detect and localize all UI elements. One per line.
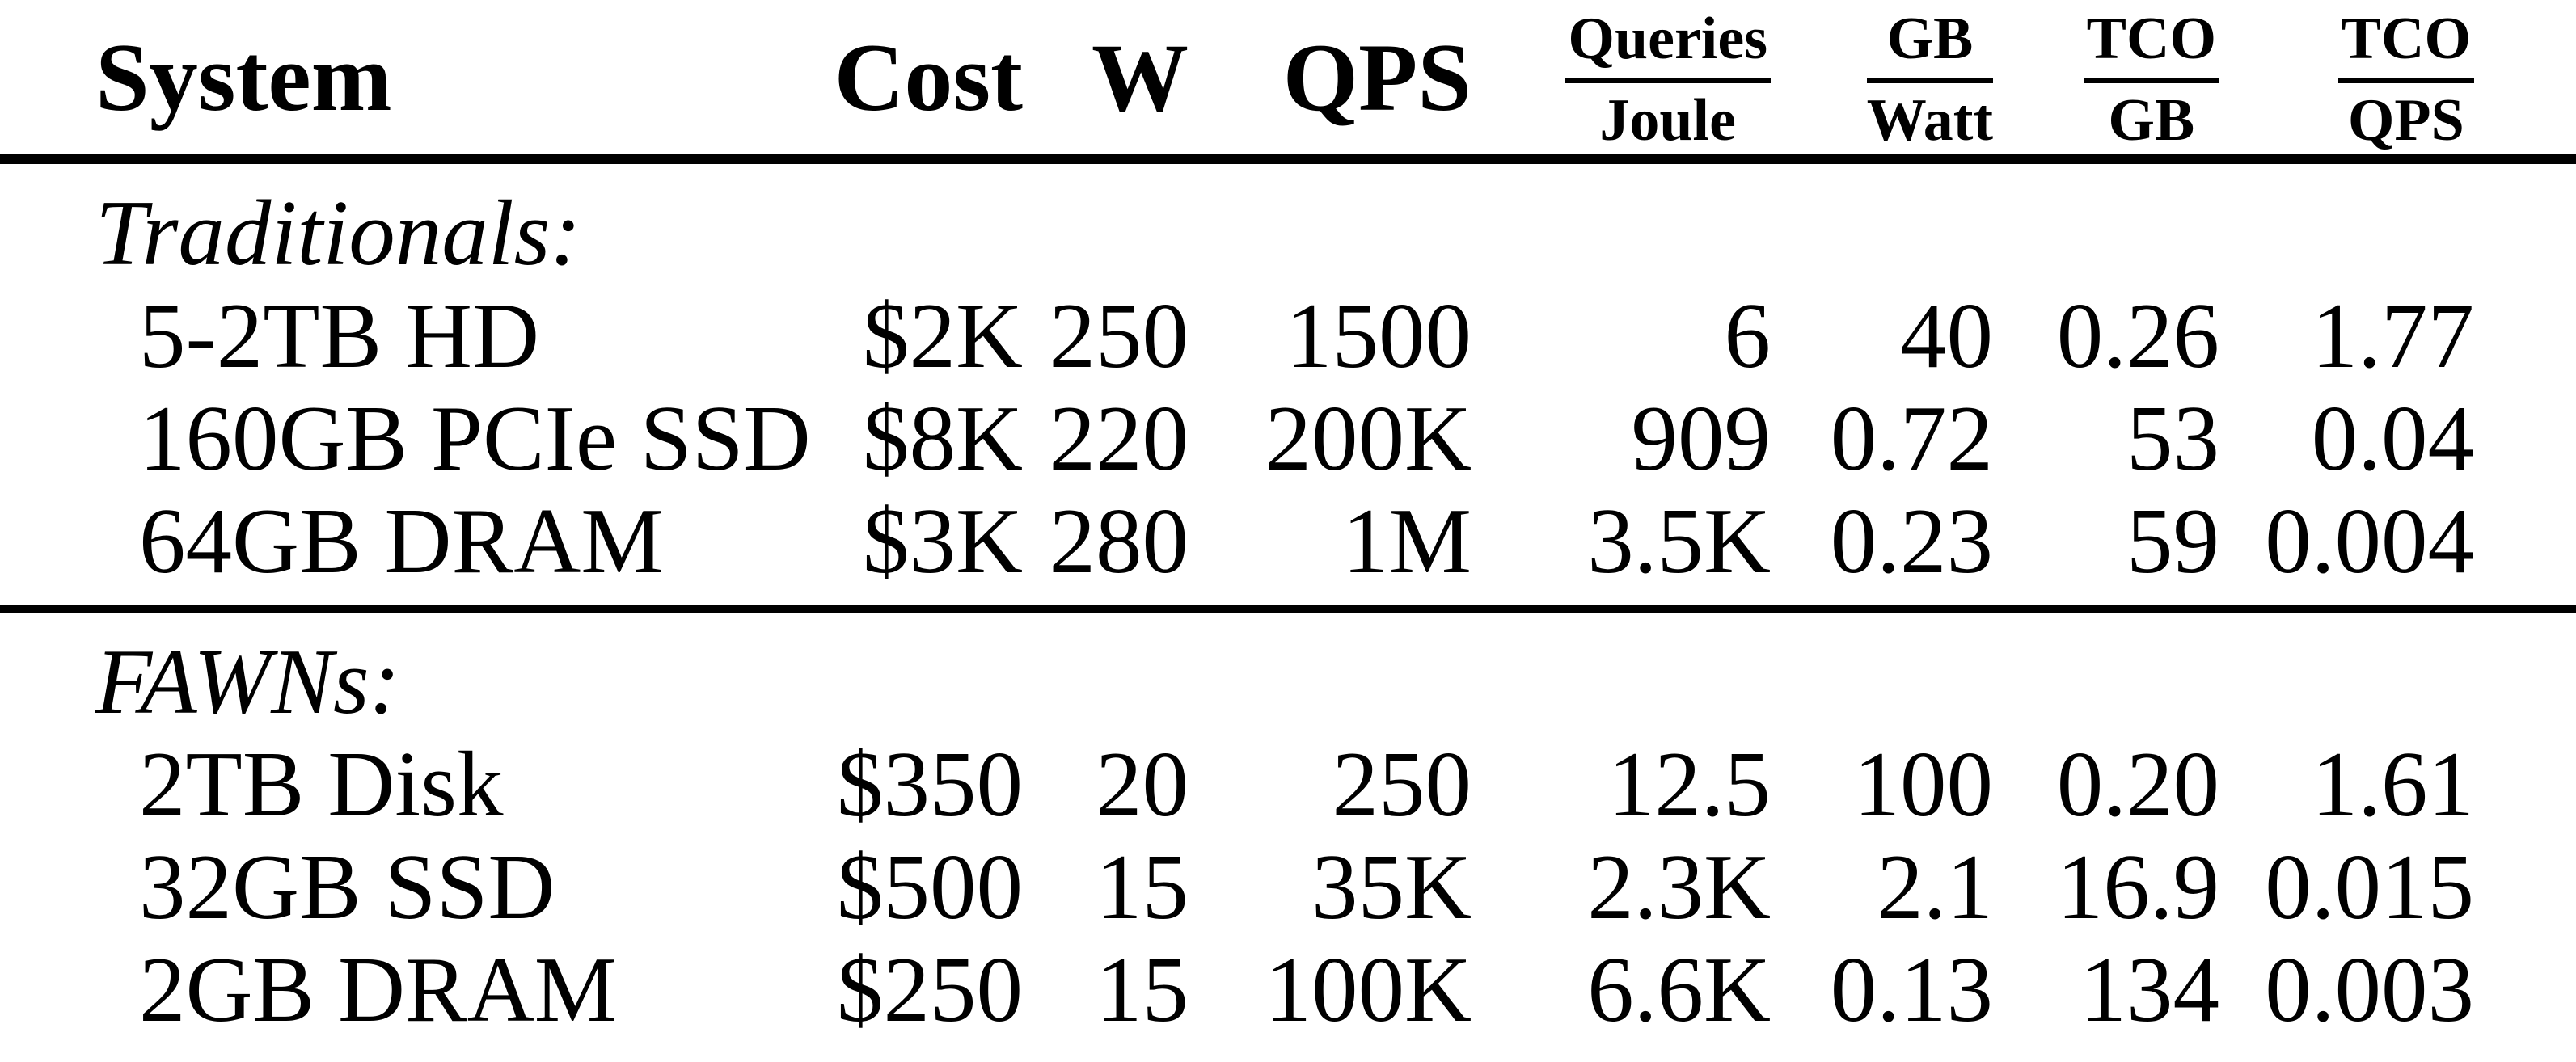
cell-watts: 15: [1096, 836, 1189, 939]
cell-watts: 20: [1096, 733, 1189, 837]
cell-watts: 250: [1049, 284, 1189, 388]
cell-tco-per-gb: 0.26: [2056, 284, 2219, 388]
fraction: Queries Joule: [1565, 7, 1771, 154]
table-row: 2GB DRAM $250 15 100K 6.6K 0.13 134 0.00…: [0, 938, 2576, 1041]
cell-system: 2GB DRAM: [139, 938, 618, 1042]
fraction: TCO QPS: [2337, 7, 2474, 154]
fraction-numerator: GB: [1866, 7, 1993, 83]
cell-cost: $500: [837, 836, 1023, 939]
cell-cost: $2K: [862, 284, 1023, 388]
fraction-denominator: Watt: [1866, 86, 1993, 154]
table-row: 32GB SSD $500 15 35K 2.3K 2.1 16.9 0.015: [0, 836, 2576, 938]
fraction-numerator: Queries: [1565, 7, 1771, 83]
cell-tco-per-gb: 53: [2126, 387, 2219, 491]
section-row-fawns: FAWNs:: [0, 609, 2576, 734]
cell-system: 32GB SSD: [139, 836, 555, 939]
cell-watts: 15: [1096, 938, 1189, 1042]
cell-tco-per-qps: 0.015: [2265, 836, 2474, 939]
cell-qps: 200K: [1265, 387, 1472, 491]
cell-queries-per-joule: 3.5K: [1472, 490, 1771, 613]
fraction-numerator: TCO: [2083, 7, 2219, 83]
cell-cost: $3K: [825, 490, 1023, 613]
table-row: 64GB DRAM $3K 280 1M 3.5K 0.23 59 0.004: [0, 490, 2576, 613]
table-row: 160GB PCIe SSD $8K 220 200K 909 0.72 53 …: [0, 387, 2576, 490]
header-tco-per-qps: TCO QPS: [2219, 0, 2576, 165]
header-row: System Cost W QPS Queries Joule GB Watt …: [0, 0, 2576, 165]
cell-tco-per-qps: 0.003: [2265, 938, 2474, 1042]
cell-queries-per-joule: 909: [1631, 387, 1772, 491]
cell-qps: 250: [1332, 733, 1472, 837]
cell-tco-per-gb: 59: [1993, 490, 2219, 613]
cell-cost: $350: [837, 733, 1023, 837]
cell-tco-per-gb: 134: [2080, 938, 2220, 1042]
cell-tco-per-qps: 1.61: [2311, 733, 2474, 837]
cell-tco-per-gb: 16.9: [2056, 836, 2219, 939]
cell-system: 2TB Disk: [139, 733, 504, 837]
fraction-denominator: QPS: [2347, 86, 2464, 154]
header-queries-per-joule: Queries Joule: [1472, 0, 1771, 165]
cell-gb-per-watt: 0.13: [1830, 938, 1993, 1042]
cell-qps: 100K: [1265, 938, 1472, 1042]
cell-qps: 1500: [1286, 284, 1472, 388]
cell-queries-per-joule: 2.3K: [1587, 836, 1771, 939]
table-header: System Cost W QPS Queries Joule GB Watt …: [0, 0, 2576, 165]
section-label: Traditionals:: [95, 182, 581, 285]
cell-qps: 35K: [1311, 836, 1472, 939]
cell-queries-per-joule: 6: [1724, 284, 1772, 388]
cell-tco-per-qps: 0.04: [2311, 387, 2474, 491]
cell-gb-per-watt: 40: [1900, 284, 1993, 388]
cell-system: 64GB DRAM: [0, 490, 825, 613]
fraction-denominator: GB: [2108, 86, 2195, 154]
section-label: FAWNs:: [95, 630, 400, 734]
cell-watts: 280: [1023, 490, 1189, 613]
section-row-traditionals: Traditionals:: [0, 159, 2576, 285]
cell-gb-per-watt: 0.23: [1771, 490, 1993, 613]
cell-system: 5-2TB HD: [139, 284, 540, 388]
fraction: TCO GB: [2083, 7, 2219, 154]
cell-tco-per-qps: 1.77: [2311, 284, 2474, 388]
cell-cost: $250: [837, 938, 1023, 1042]
cell-gb-per-watt: 100: [1853, 733, 1994, 837]
header-gb-per-watt: GB Watt: [1771, 0, 1993, 165]
cell-gb-per-watt: 0.72: [1830, 387, 1993, 491]
cell-gb-per-watt: 2.1: [1877, 836, 1993, 939]
cell-queries-per-joule: 6.6K: [1587, 938, 1771, 1042]
header-qps: QPS: [1189, 0, 1472, 165]
fraction: GB Watt: [1866, 7, 1993, 154]
cell-queries-per-joule: 12.5: [1607, 733, 1771, 837]
table-row: 2TB Disk $350 20 250 12.5 100 0.20 1.61: [0, 733, 2576, 836]
fraction-numerator: TCO: [2337, 7, 2474, 83]
header-system: System: [0, 0, 825, 165]
header-watts: W: [1023, 0, 1189, 165]
header-tco-per-gb: TCO GB: [1993, 0, 2219, 165]
header-cost: Cost: [825, 0, 1023, 165]
table-body: Traditionals: 5-2TB HD $2K 250 1500 6 40…: [0, 159, 2576, 1041]
cell-qps: 1M: [1189, 490, 1472, 613]
cell-system: 160GB PCIe SSD: [139, 387, 811, 491]
cell-watts: 220: [1049, 387, 1189, 491]
fraction-denominator: Joule: [1599, 86, 1736, 154]
cell-tco-per-gb: 0.20: [2056, 733, 2219, 837]
table-row: 5-2TB HD $2K 250 1500 6 40 0.26 1.77: [0, 284, 2576, 387]
cell-tco-per-qps: 0.004: [2219, 490, 2576, 613]
cell-cost: $8K: [862, 387, 1023, 491]
